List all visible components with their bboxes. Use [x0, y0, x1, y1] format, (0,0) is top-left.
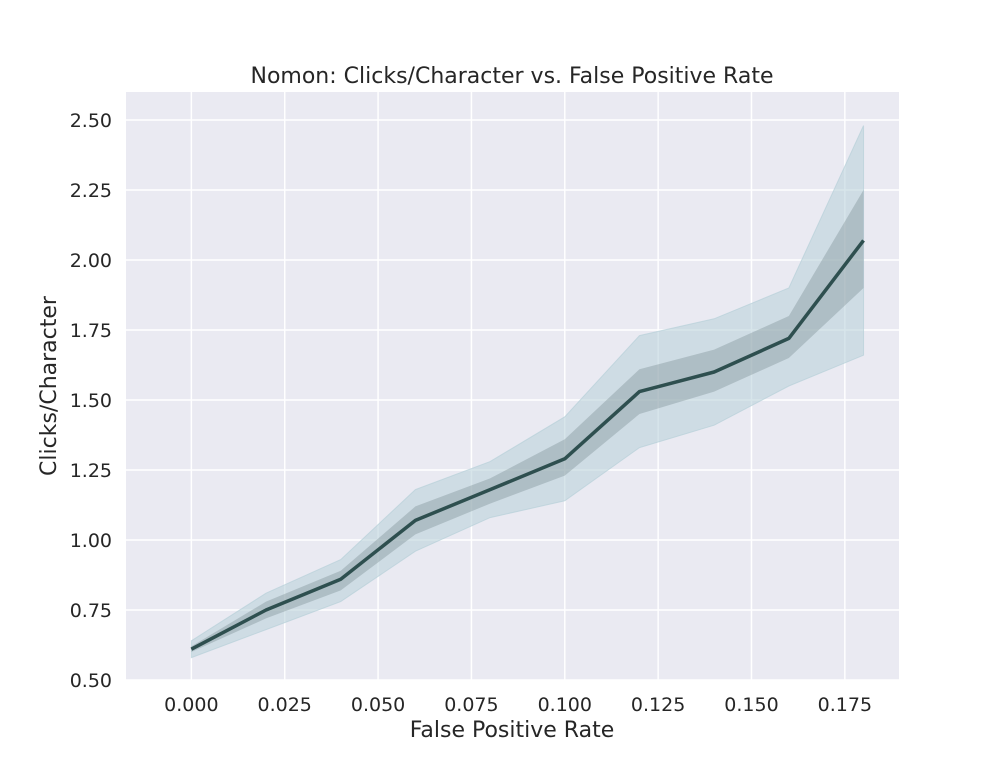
y-axis-label: Clicks/Character — [37, 295, 62, 476]
x-axis-label: False Positive Rate — [410, 718, 614, 743]
y-tick-label: 0.75 — [70, 600, 112, 622]
y-tick-label: 2.50 — [70, 110, 112, 132]
x-tick-label: 0.050 — [351, 694, 405, 716]
x-tick-label: 0.025 — [258, 694, 312, 716]
y-tick-labels: 0.50 0.75 1.00 1.25 1.50 1.75 2.00 2.25 2.50 — [70, 110, 112, 692]
outer-confidence-band — [190, 125, 865, 659]
x-tick-label: 0.125 — [631, 694, 685, 716]
x-tick-label: 0.100 — [538, 694, 592, 716]
x-tick-label: 0.150 — [724, 694, 778, 716]
confidence-bands — [190, 125, 865, 659]
y-tick-label: 1.00 — [70, 530, 112, 552]
y-tick-label: 1.50 — [70, 390, 112, 412]
y-tick-label: 1.75 — [70, 320, 112, 342]
series-line — [190, 239, 865, 651]
x-tick-label: 0.175 — [818, 694, 872, 716]
x-tick-label: 0.000 — [164, 694, 218, 716]
x-tick-label: 0.075 — [444, 694, 498, 716]
x-tick-labels: 0.000 0.025 0.050 0.075 0.100 0.125 0.150 0.175 — [164, 694, 872, 716]
y-tick-label: 2.00 — [70, 250, 112, 272]
y-tick-label: 2.25 — [70, 180, 112, 202]
y-tick-label: 0.50 — [70, 670, 112, 692]
y-tick-label: 1.25 — [70, 460, 112, 482]
series-lines — [190, 239, 865, 651]
chart-title: Nomon: Clicks/Character vs. False Positi… — [251, 64, 774, 89]
